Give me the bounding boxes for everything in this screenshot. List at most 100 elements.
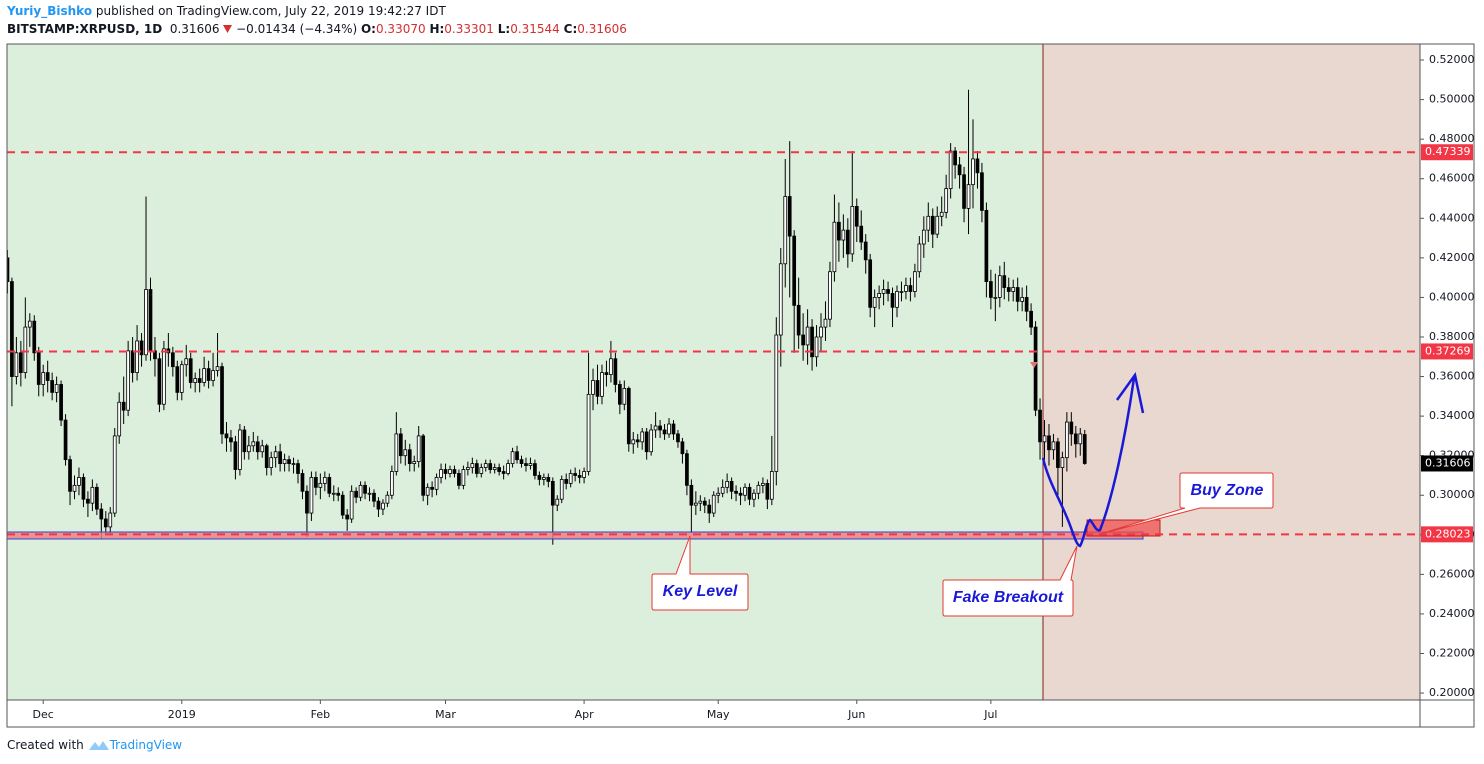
price-label: 0.47339 [1425,145,1471,158]
candle-body [14,352,19,377]
candle-body [913,271,917,292]
candle-body [381,502,385,510]
candle-body [676,433,680,443]
author[interactable]: Yuriy_Bishko [7,4,93,18]
candle-body [890,293,895,308]
price-lines [7,151,1420,536]
candle-body [282,459,287,464]
candle-body [939,211,944,217]
candle-body [595,380,600,397]
candle-body [1015,287,1020,302]
candle-body [416,435,421,463]
candle-body [264,445,269,468]
created: Created with [7,738,84,752]
candle-body [573,473,578,476]
candle-body [872,297,877,308]
callout: Fake Breakout [942,545,1078,617]
candle-body [90,486,95,504]
frame [6,43,1475,728]
candle-body [685,453,689,486]
candle-body [50,380,55,393]
candle-body [19,352,23,373]
candle-body [966,184,971,209]
annotation: Buy Zone [1191,482,1264,499]
candles [7,89,1087,545]
candle-body [77,477,81,486]
candle-body [126,350,130,411]
candle-body [398,433,403,457]
candle-body [1078,433,1083,445]
y-tick-label: 0.44000 [1429,211,1475,224]
candle-body [403,449,408,457]
annotation: Fake Breakout [953,589,1064,606]
candle-body [752,492,756,500]
callout: Buy Zone [1099,472,1274,535]
candle-body [112,435,117,514]
candle-body [452,469,457,474]
candle-body [761,482,765,486]
y-tick-label: 0.34000 [1429,409,1475,422]
candle-body [1065,421,1069,459]
candle-body [734,490,738,494]
candle-body [466,467,470,470]
candle-body [238,429,242,470]
candle-body [474,463,479,474]
candle-body [559,479,564,500]
candle-body [984,209,989,282]
candle-body [640,431,645,443]
candle-body [1024,297,1029,312]
candle-body [743,486,747,496]
candle-body [613,358,618,385]
candle-body [828,271,832,320]
candle-body [693,502,698,506]
candle-body [488,463,493,470]
candle-body [868,259,873,308]
y-tick-label: 0.52000 [1429,53,1475,66]
candle-body [1011,287,1016,292]
marker [1030,362,1038,368]
candle-body [492,467,497,470]
candle-body [331,492,336,495]
candle-body [510,451,515,464]
candle-body [385,494,390,504]
price-label-box [1421,144,1473,161]
candle-body [54,384,59,393]
candle-body [470,463,475,468]
candle-body [483,463,488,468]
candle-body [251,441,256,447]
candle-body [841,229,846,241]
candle-body [206,368,211,381]
candle-body [555,498,560,506]
candle-body [1020,297,1025,302]
candle-body [63,419,68,461]
candle-body [354,490,358,498]
candle-body [631,439,636,445]
candle-body [783,196,788,265]
y-tick-label: 0.30000 [1429,488,1475,501]
y-tick-label: 0.26000 [1429,567,1475,580]
candle-body [850,206,855,255]
candle-body [604,372,609,375]
candle-body [877,293,881,298]
candle-body [367,492,372,495]
forecast-arrow [1115,371,1145,414]
candle-body [242,429,247,453]
candle-body [215,366,220,372]
candle-body [45,372,50,381]
candle-body [99,508,104,520]
candle-body [130,350,135,373]
candle-body [220,366,224,435]
candle-body [953,150,957,166]
candle-body [810,326,814,358]
candle-body [246,445,251,453]
candle-body [188,358,193,383]
candle-body [926,215,931,231]
brand[interactable]: TradingView [109,738,183,752]
candle-body [716,492,721,496]
candle-body [23,326,28,373]
candle-body [895,291,899,308]
candle-body [197,378,202,383]
candle-body [394,433,399,472]
candle-body [443,469,448,474]
candle-body [340,494,345,516]
